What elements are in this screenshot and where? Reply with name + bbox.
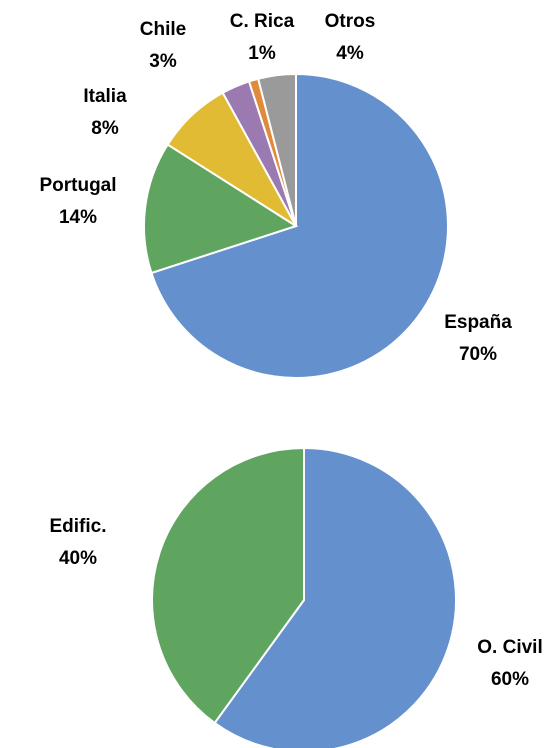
slice-value-label: 1% [248,43,276,64]
slice-value-label: 4% [336,43,364,64]
slice-value-label: 3% [149,51,177,72]
slice-value-label: 14% [59,207,97,228]
slice-label: Edific. [49,516,106,537]
pie-slice [256,72,297,227]
pie-slice [150,72,449,379]
slice-value-label: 60% [491,669,529,690]
slice-label: España [444,312,512,333]
slice-value-label: 40% [59,548,97,569]
slice-value-label: 70% [459,344,497,365]
slice-label: Italia [83,86,127,107]
pie-slice [143,143,299,275]
slice-label: Portugal [39,175,116,196]
slice-label: O. Civil [477,637,542,658]
slice-label: C. Rica [230,11,295,32]
slice-label: Chile [140,19,186,40]
pie-slice [213,446,457,748]
pie-slice [151,446,305,725]
slice-label: Otros [325,11,376,32]
slice-value-label: 8% [91,118,119,139]
